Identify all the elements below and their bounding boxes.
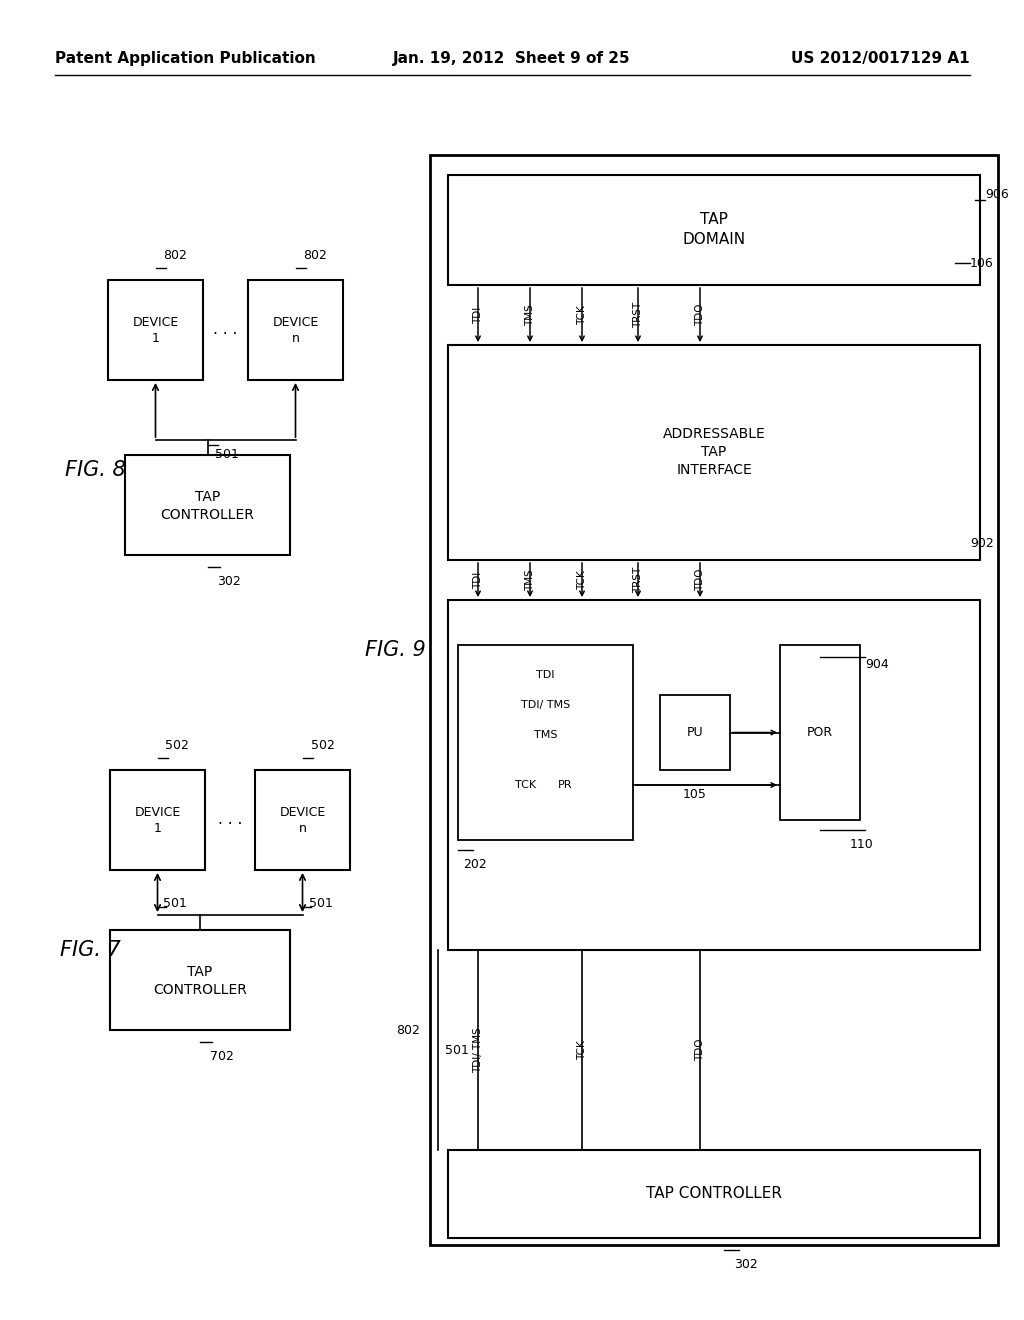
Text: PU: PU xyxy=(687,726,703,739)
Text: DEVICE: DEVICE xyxy=(134,805,180,818)
Text: 302: 302 xyxy=(734,1258,758,1271)
Text: Patent Application Publication: Patent Application Publication xyxy=(55,50,315,66)
Text: 906: 906 xyxy=(985,189,1009,202)
Bar xyxy=(449,176,980,285)
Text: POR: POR xyxy=(807,726,834,739)
Text: TAP: TAP xyxy=(187,965,213,979)
Text: TDO: TDO xyxy=(695,304,705,326)
Bar xyxy=(780,645,860,820)
Text: TAP: TAP xyxy=(700,213,728,227)
Bar xyxy=(660,696,730,770)
Text: TDI/ TMS: TDI/ TMS xyxy=(473,1027,483,1073)
Text: TCK: TCK xyxy=(577,1040,587,1060)
Text: 802: 802 xyxy=(396,1023,420,1036)
Text: TCK: TCK xyxy=(515,780,536,789)
Text: 501: 501 xyxy=(445,1044,469,1056)
Text: 1: 1 xyxy=(154,822,162,836)
Bar xyxy=(430,154,998,1245)
Text: DEVICE: DEVICE xyxy=(272,315,318,329)
Text: TDI/ TMS: TDI/ TMS xyxy=(521,700,570,710)
Text: . . .: . . . xyxy=(218,813,243,828)
Text: TAP: TAP xyxy=(195,490,220,504)
Text: 502: 502 xyxy=(166,739,189,752)
Text: 902: 902 xyxy=(970,537,993,550)
Bar xyxy=(449,1150,980,1238)
Text: TCK: TCK xyxy=(577,305,587,325)
Text: DOMAIN: DOMAIN xyxy=(682,232,745,248)
Text: 501: 501 xyxy=(215,447,240,461)
Text: TRST: TRST xyxy=(633,566,643,593)
Text: TDI: TDI xyxy=(537,671,555,680)
Text: DEVICE: DEVICE xyxy=(280,805,326,818)
Text: TAP: TAP xyxy=(701,446,727,459)
Text: TMS: TMS xyxy=(534,730,557,741)
Text: 105: 105 xyxy=(683,788,707,801)
Text: DEVICE: DEVICE xyxy=(132,315,178,329)
Text: 302: 302 xyxy=(217,576,242,587)
Bar xyxy=(248,280,343,380)
Text: CONTROLLER: CONTROLLER xyxy=(161,508,254,521)
Bar xyxy=(125,455,290,554)
Text: 110: 110 xyxy=(850,838,873,851)
Text: US 2012/0017129 A1: US 2012/0017129 A1 xyxy=(792,50,970,66)
Text: CONTROLLER: CONTROLLER xyxy=(153,983,247,997)
Text: Jan. 19, 2012  Sheet 9 of 25: Jan. 19, 2012 Sheet 9 of 25 xyxy=(393,50,631,66)
Text: INTERFACE: INTERFACE xyxy=(676,463,752,478)
Text: TMS: TMS xyxy=(525,569,535,591)
Bar xyxy=(449,601,980,950)
Text: PR: PR xyxy=(558,780,572,789)
Text: 502: 502 xyxy=(310,739,335,752)
Text: TMS: TMS xyxy=(525,304,535,326)
Text: FIG. 9: FIG. 9 xyxy=(365,640,426,660)
Text: FIG. 8: FIG. 8 xyxy=(65,459,126,480)
Text: 501: 501 xyxy=(308,898,333,909)
Text: ADDRESSABLE: ADDRESSABLE xyxy=(663,428,765,441)
Text: TRST: TRST xyxy=(633,302,643,329)
Bar xyxy=(108,280,203,380)
Text: 802: 802 xyxy=(164,249,187,261)
Text: 1: 1 xyxy=(152,333,160,346)
Text: TAP CONTROLLER: TAP CONTROLLER xyxy=(646,1187,782,1201)
Text: n: n xyxy=(292,333,299,346)
Text: TCK: TCK xyxy=(577,570,587,590)
Text: . . .: . . . xyxy=(213,322,238,338)
Text: n: n xyxy=(299,822,306,836)
Text: TDO: TDO xyxy=(695,569,705,591)
Bar xyxy=(255,770,350,870)
Text: 702: 702 xyxy=(210,1049,233,1063)
Text: 106: 106 xyxy=(970,257,993,271)
Text: 202: 202 xyxy=(463,858,486,871)
Text: FIG. 7: FIG. 7 xyxy=(60,940,121,960)
Bar xyxy=(110,931,290,1030)
Text: 501: 501 xyxy=(164,898,187,909)
Text: TDI: TDI xyxy=(473,306,483,323)
Text: TDI: TDI xyxy=(473,572,483,589)
Text: 904: 904 xyxy=(865,659,889,672)
Bar xyxy=(449,345,980,560)
Bar xyxy=(458,645,633,840)
Text: 802: 802 xyxy=(303,249,328,261)
Text: TDO: TDO xyxy=(695,1039,705,1061)
Bar xyxy=(110,770,205,870)
